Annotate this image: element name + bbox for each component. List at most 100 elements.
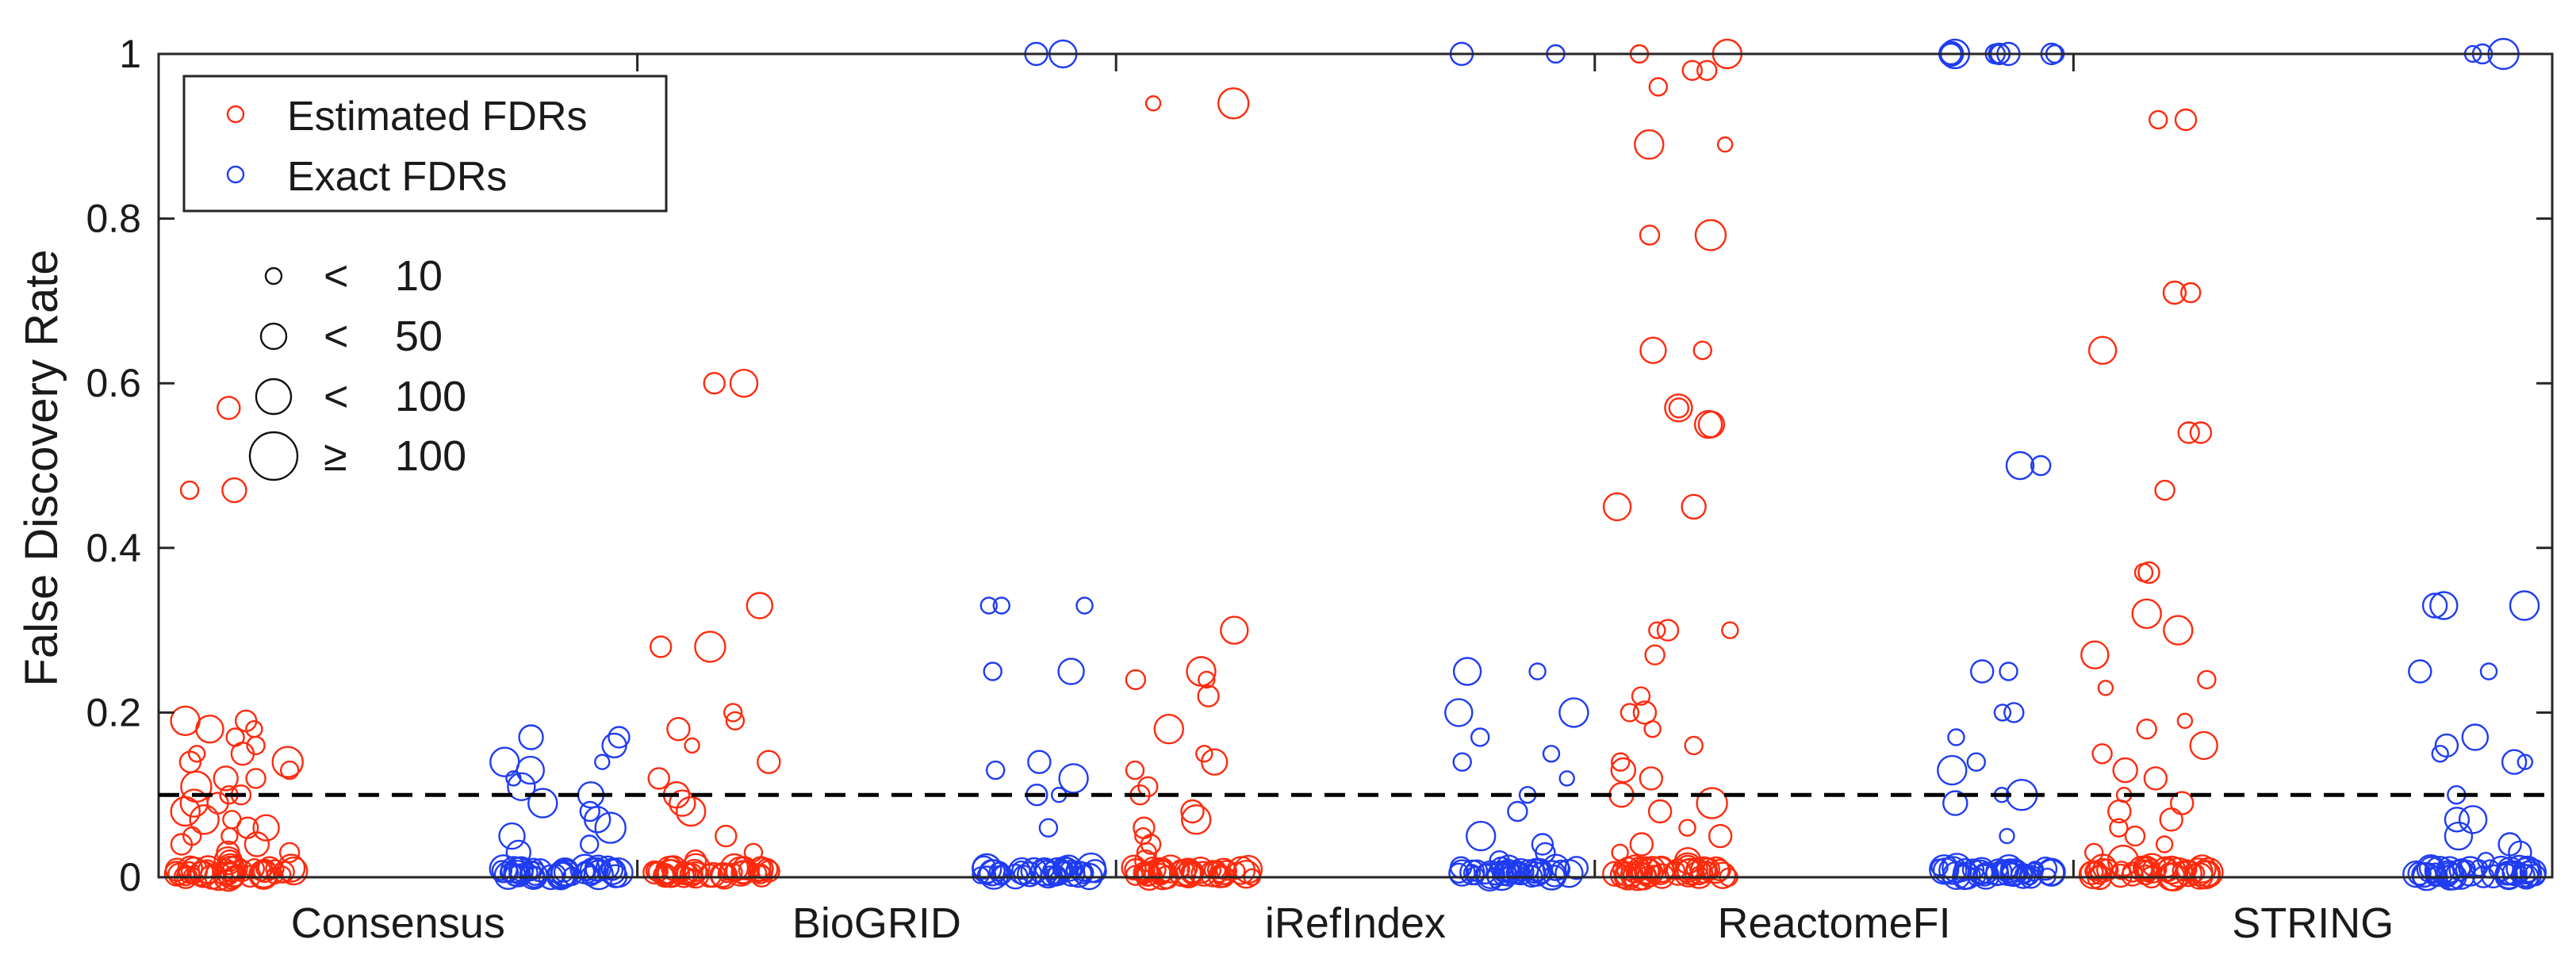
size-legend-value: 100 (395, 373, 466, 420)
legend: Estimated FDRs Exact FDRs < 10 < 50 < 100 ≥ 100 (182, 75, 668, 481)
data-point (1708, 861, 1737, 889)
data-point (179, 480, 200, 500)
data-point (1656, 619, 1680, 642)
data-point (1125, 865, 1146, 886)
data-point (1721, 621, 1739, 639)
data-point (1465, 859, 1489, 882)
data-point (1639, 766, 1664, 791)
data-point (2136, 719, 2157, 740)
data-point (1121, 854, 1147, 881)
data-point (1186, 856, 1214, 884)
data-point (1684, 735, 1704, 756)
data-point (1639, 336, 1667, 364)
data-point (1180, 799, 1205, 824)
data-point (1180, 804, 1212, 835)
data-point (1530, 861, 1553, 884)
size-legend-symbol: < (324, 373, 349, 420)
data-point (1507, 800, 1528, 823)
data-point (679, 862, 703, 888)
data-point (2189, 730, 2218, 761)
data-point (1493, 860, 1517, 884)
data-point (992, 596, 1011, 615)
data-point (1470, 727, 1490, 747)
data-point (1492, 863, 1515, 887)
data-point (979, 596, 999, 615)
data-point (245, 768, 266, 789)
y-tick-label: 0.2 (86, 690, 141, 734)
data-point (1038, 818, 1059, 838)
size-legend-marker (259, 322, 288, 351)
data-point (594, 811, 627, 844)
data-point (657, 859, 686, 888)
data-point (2143, 766, 2168, 791)
data-point (2408, 659, 2432, 684)
data-point (1696, 59, 1718, 82)
data-point (2086, 860, 2107, 881)
data-point (2411, 861, 2437, 888)
data-point (170, 796, 201, 827)
axes-frame (157, 52, 2554, 879)
data-point (1228, 861, 1246, 880)
data-point (694, 631, 726, 663)
data-point (1999, 827, 2015, 845)
data-point (2080, 640, 2110, 669)
data-point (1055, 854, 1083, 882)
data-point (164, 857, 190, 882)
data-point (1452, 752, 1472, 772)
data-point (978, 859, 1010, 890)
data-point (1674, 854, 1701, 881)
data-point (245, 720, 263, 738)
data-point (1144, 95, 1162, 112)
data-point (729, 369, 759, 398)
y-tick-label: 0.8 (86, 197, 141, 241)
data-point (1452, 657, 1482, 686)
data-point (1542, 745, 1561, 763)
data-point (2519, 858, 2547, 886)
legend-label: Estimated FDRs (287, 94, 588, 140)
data-point (1668, 397, 1690, 419)
data-point (2091, 743, 2113, 765)
data-point (503, 857, 534, 888)
data-point (187, 745, 206, 763)
data-point (647, 767, 670, 790)
data-point (1999, 661, 2018, 681)
data-point (642, 860, 667, 885)
data-point (1125, 760, 1145, 780)
data-point (1011, 860, 1031, 880)
data-point (1209, 857, 1238, 885)
data-point (715, 824, 738, 848)
data-point (1938, 856, 1968, 885)
data-point (1616, 857, 1640, 881)
data-point (2155, 835, 2174, 853)
data-point (1647, 799, 1673, 824)
data-point (1190, 861, 1217, 887)
data-point (505, 770, 522, 787)
data-point (271, 746, 304, 778)
data-point (2030, 454, 2052, 477)
data-point (757, 750, 781, 774)
data-point (1153, 714, 1185, 745)
data-point (666, 717, 691, 742)
data-point (1942, 790, 1968, 816)
size-legend-symbol: < (324, 313, 349, 360)
data-point (1702, 856, 1731, 884)
data-point (1042, 861, 1062, 881)
data-point (2479, 662, 2498, 681)
data-point (213, 765, 239, 792)
data-point (252, 814, 280, 842)
data-point (1465, 865, 1485, 886)
data-point (1027, 750, 1052, 774)
data-point (1673, 858, 1704, 888)
data-point (1947, 728, 1965, 746)
y-tick-label: 1 (119, 32, 141, 76)
data-point (1528, 662, 1547, 681)
category-label: ReactomeFI (1718, 899, 1951, 947)
data-point (703, 372, 726, 395)
data-point (2444, 821, 2474, 851)
data-point (1220, 615, 1249, 645)
data-point (230, 742, 255, 766)
data-point (1610, 752, 1631, 772)
size-legend-marker (255, 378, 293, 416)
data-point (580, 834, 600, 854)
